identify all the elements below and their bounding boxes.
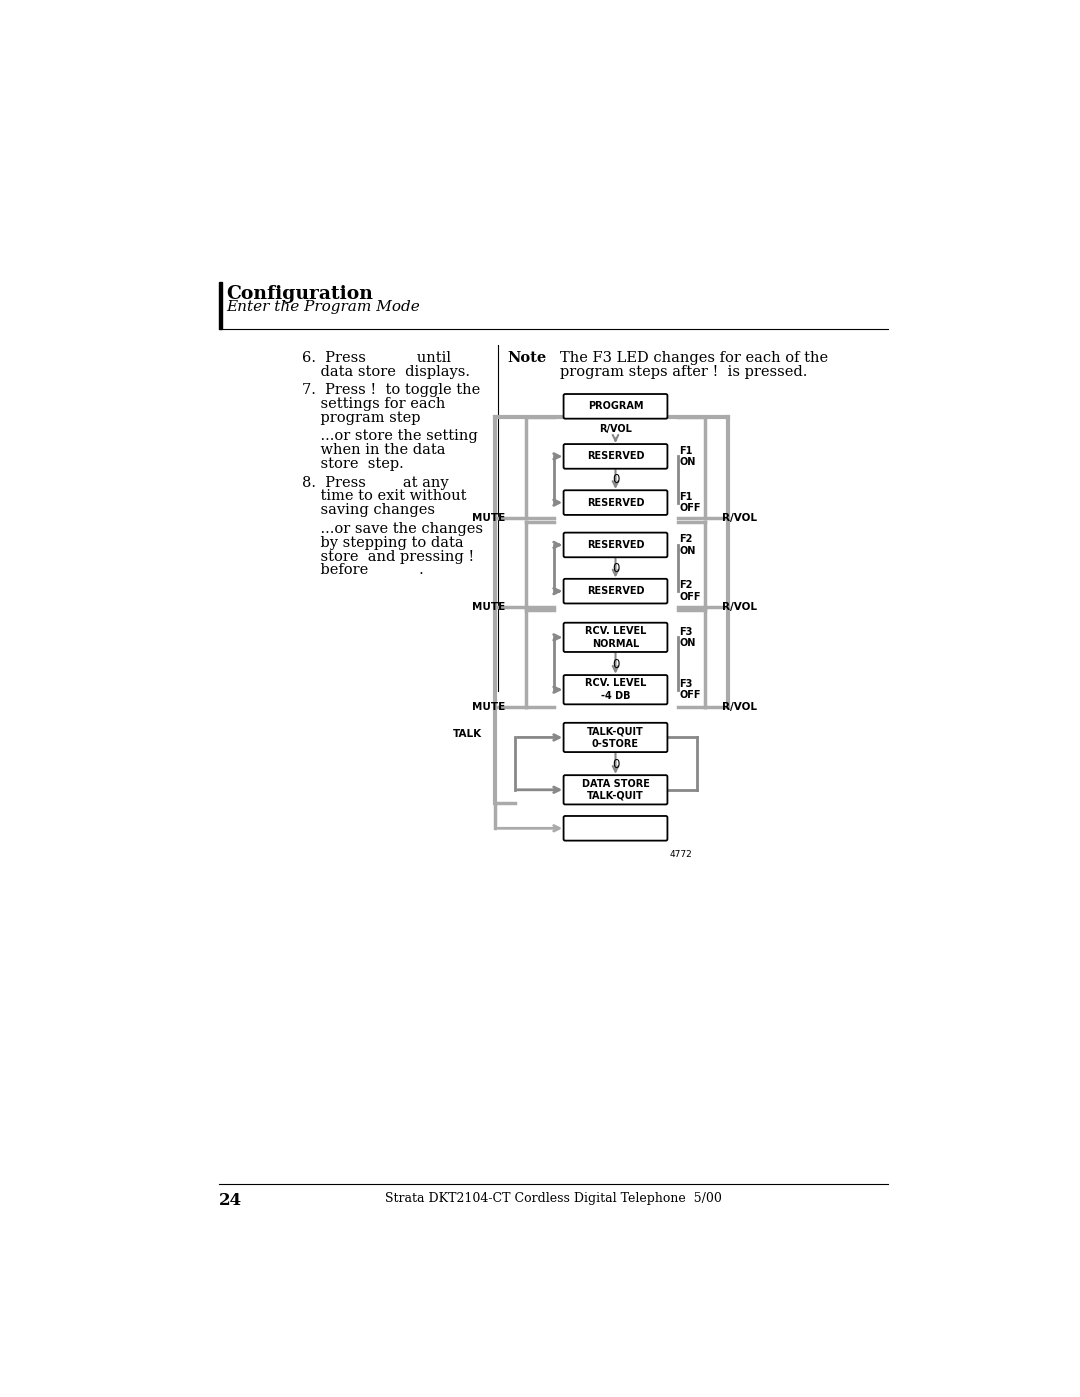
FancyBboxPatch shape [564,532,667,557]
Text: before           .: before . [302,563,424,577]
Text: R/VOL: R/VOL [723,513,757,522]
Text: 6.  Press           until: 6. Press until [302,351,451,365]
Text: F1
ON: F1 ON [679,446,696,467]
Text: when in the data: when in the data [302,443,446,457]
Text: RCV. LEVEL
-4 DB: RCV. LEVEL -4 DB [584,679,646,701]
Text: R/VOL: R/VOL [723,701,757,711]
FancyBboxPatch shape [564,675,667,704]
Text: 24: 24 [218,1192,242,1208]
Text: 0: 0 [611,562,619,574]
Text: PROGRAM: PROGRAM [588,401,644,411]
Text: 4772: 4772 [670,849,692,859]
Text: program step: program step [302,411,421,425]
Text: Note: Note [507,351,546,365]
Text: 0: 0 [611,658,619,671]
Text: program steps after !  is pressed.: program steps after ! is pressed. [559,365,807,379]
Text: F3
ON: F3 ON [679,626,696,648]
Text: RESERVED: RESERVED [586,497,645,507]
Text: F2
OFF: F2 OFF [679,580,701,602]
Text: 8.  Press        at any: 8. Press at any [302,475,449,489]
FancyBboxPatch shape [564,444,667,469]
FancyBboxPatch shape [564,722,667,752]
Text: 0: 0 [611,474,619,486]
Text: data store  displays.: data store displays. [302,365,471,379]
Text: by stepping to data: by stepping to data [302,535,464,549]
FancyBboxPatch shape [564,394,667,419]
Text: Strata DKT2104-CT Cordless Digital Telephone  5/00: Strata DKT2104-CT Cordless Digital Telep… [386,1192,721,1204]
Text: settings for each: settings for each [302,397,446,411]
Text: RESERVED: RESERVED [586,587,645,597]
Text: R/VOL: R/VOL [723,602,757,612]
Text: MUTE: MUTE [472,513,505,522]
Text: TALK-QUIT
0-STORE: TALK-QUIT 0-STORE [588,726,644,749]
Text: RESERVED: RESERVED [586,539,645,550]
Text: RCV. LEVEL
NORMAL: RCV. LEVEL NORMAL [584,626,646,648]
Text: The F3 LED changes for each of the: The F3 LED changes for each of the [559,351,828,365]
Text: MUTE: MUTE [472,602,505,612]
Text: DATA STORE
TALK-QUIT: DATA STORE TALK-QUIT [581,778,649,800]
Bar [218,282,221,330]
Text: time to exit without: time to exit without [302,489,467,503]
Text: R/VOL: R/VOL [599,425,632,434]
FancyBboxPatch shape [564,623,667,652]
Text: TALK: TALK [453,729,482,739]
FancyBboxPatch shape [564,775,667,805]
Text: Configuration: Configuration [227,285,374,303]
FancyBboxPatch shape [564,816,667,841]
Text: RESERVED: RESERVED [586,451,645,461]
Text: MUTE: MUTE [472,701,505,711]
Text: ...or save the changes: ...or save the changes [302,522,484,536]
Text: Enter the Program Mode: Enter the Program Mode [227,300,420,314]
Text: saving changes: saving changes [302,503,435,517]
Text: F1
OFF: F1 OFF [679,492,701,513]
Text: ...or store the setting: ...or store the setting [302,429,478,443]
Text: store  and pressing !: store and pressing ! [302,549,474,563]
FancyBboxPatch shape [564,490,667,515]
Text: store  step.: store step. [302,457,404,471]
Text: 7.  Press !  to toggle the: 7. Press ! to toggle the [302,383,481,397]
FancyBboxPatch shape [564,578,667,604]
Text: F3
OFF: F3 OFF [679,679,701,700]
Text: F2
ON: F2 ON [679,534,696,556]
Text: 0: 0 [611,759,619,771]
